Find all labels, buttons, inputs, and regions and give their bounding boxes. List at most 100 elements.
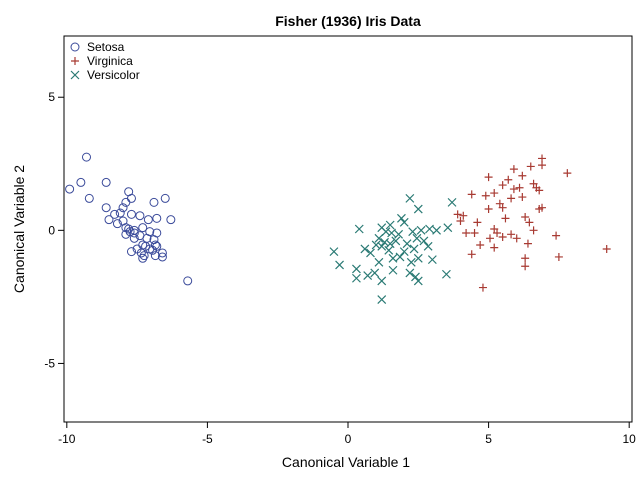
data-point	[484, 173, 493, 182]
legend-marker	[70, 70, 80, 80]
data-point	[447, 197, 457, 207]
data-point	[523, 239, 532, 248]
data-point	[385, 220, 395, 230]
legend-item: Versicolor	[70, 68, 140, 82]
data-point	[602, 244, 611, 253]
data-point	[490, 243, 499, 252]
x-tick-label: 10	[623, 432, 637, 446]
data-point	[413, 276, 423, 286]
data-point	[526, 162, 535, 171]
legend-item: Setosa	[70, 40, 125, 54]
x-tick-label: -10	[58, 432, 76, 446]
data-point	[138, 253, 148, 263]
data-point	[432, 225, 441, 235]
chart-title: Fisher (1936) Iris Data	[275, 13, 421, 29]
data-point	[329, 247, 339, 257]
data-point	[166, 215, 176, 225]
data-point	[501, 214, 510, 223]
data-point	[152, 213, 162, 223]
y-axis: -5 0 5	[44, 90, 64, 370]
data-point	[535, 186, 544, 195]
data-point	[518, 193, 527, 202]
data-point	[473, 218, 482, 227]
data-point	[399, 217, 409, 227]
x-tick-label: 0	[345, 432, 352, 446]
data-point	[377, 295, 387, 304]
data-point	[370, 268, 380, 278]
data-point	[413, 204, 423, 214]
data-point	[459, 211, 468, 220]
data-point	[419, 236, 429, 246]
data-point	[411, 272, 420, 282]
series-virginica	[453, 154, 611, 292]
data-point	[490, 189, 499, 198]
data-point	[354, 224, 364, 234]
data-point	[150, 240, 160, 250]
data-point	[493, 228, 502, 237]
data-point	[515, 183, 524, 192]
data-point	[397, 213, 406, 223]
data-point	[518, 171, 527, 180]
data-point	[141, 241, 151, 251]
data-point	[399, 247, 409, 257]
data-point	[409, 244, 419, 254]
data-point	[76, 177, 86, 187]
data-point	[427, 255, 437, 265]
data-point	[366, 248, 375, 258]
series-setosa	[65, 152, 193, 286]
legend-marker	[70, 42, 80, 52]
data-point	[521, 262, 530, 271]
data-point	[395, 252, 405, 262]
legend-item: Virginica	[71, 54, 133, 68]
data-point	[388, 253, 398, 263]
data-point	[374, 233, 384, 243]
data-point	[509, 185, 518, 194]
data-point	[405, 193, 415, 203]
data-point	[152, 241, 162, 251]
data-point	[377, 276, 387, 286]
data-point	[124, 224, 134, 234]
data-point	[384, 245, 394, 255]
data-point	[416, 225, 426, 235]
data-point	[498, 203, 507, 212]
data-point	[498, 181, 507, 190]
data-point	[453, 210, 462, 219]
data-point	[405, 268, 415, 278]
legend-label: Virginica	[87, 54, 133, 68]
y-tick-label: 0	[48, 223, 55, 237]
data-point	[521, 213, 530, 222]
series-versicolor	[329, 193, 457, 304]
data-point	[81, 152, 91, 162]
data-point	[380, 237, 389, 247]
data-point	[507, 194, 516, 203]
data-point	[484, 205, 493, 214]
data-point	[352, 264, 361, 274]
data-point	[425, 224, 434, 234]
data-point	[363, 271, 373, 281]
data-point	[121, 197, 131, 207]
data-point	[126, 247, 136, 257]
data-point	[554, 252, 563, 261]
data-point	[385, 239, 395, 249]
data-point	[136, 248, 146, 258]
legend-label: Versicolor	[87, 68, 140, 82]
data-point	[115, 208, 125, 218]
data-point	[388, 265, 398, 275]
x-tick-label: -5	[202, 432, 213, 446]
x-axis-label: Canonical Variable 1	[282, 454, 410, 470]
data-point	[112, 219, 122, 229]
data-point	[563, 169, 572, 178]
data-point	[118, 203, 128, 213]
data-point	[412, 233, 422, 243]
data-point	[394, 229, 404, 239]
legend-marker	[71, 57, 79, 65]
data-point	[135, 211, 145, 221]
data-point	[507, 230, 516, 239]
data-point	[84, 193, 94, 203]
data-point	[504, 175, 513, 184]
data-point	[441, 269, 451, 279]
data-point	[413, 253, 423, 263]
data-point	[406, 257, 416, 267]
data-point	[374, 257, 384, 267]
